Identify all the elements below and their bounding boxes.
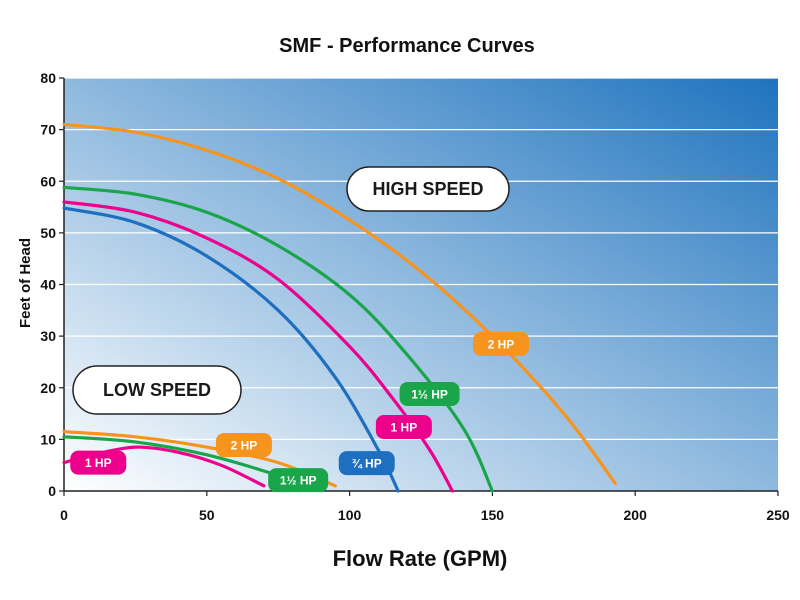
series-label-bg — [338, 451, 395, 476]
high-speed-annotation: HIGH SPEED — [346, 166, 510, 212]
high-speed-pill — [346, 166, 510, 212]
series-label-text: 1 HP — [391, 420, 418, 434]
low-speed-annotation: LOW SPEED — [72, 365, 242, 415]
curve-high-1-hp — [62, 185, 494, 493]
series-label-tag: 1 HP — [70, 450, 127, 475]
series-label-text: 1½ HP — [280, 474, 317, 488]
series-label-bg — [268, 468, 329, 493]
series-label-bg — [215, 433, 272, 458]
y-tick-label: 80 — [40, 70, 56, 86]
series-label-bg — [70, 450, 127, 475]
x-tick-label: 100 — [338, 507, 362, 523]
series-label-bg — [472, 331, 529, 356]
series-label-text: 2 HP — [488, 337, 515, 351]
axes: 0 10 20 30 40 50 60 70 80 0 50 100 150 200 250 — [40, 70, 789, 523]
y-tick-label: 10 — [40, 431, 56, 447]
y-tick-label: 70 — [40, 122, 56, 138]
y-tick-label: 20 — [40, 380, 56, 396]
series-label-text: ¾ HP — [352, 457, 382, 471]
x-axis-label: Flow Rate (GPM) — [333, 546, 508, 571]
x-tick-label: 50 — [199, 507, 215, 523]
series-label-text: 1½ HP — [411, 387, 448, 401]
curve-high--hp — [62, 206, 400, 493]
y-axis-label: Feet of Head — [17, 238, 34, 328]
series-label-tag: 1½ HP — [399, 381, 460, 406]
series-label-tag: 2 HP — [215, 433, 272, 458]
curve-low-2-hp — [62, 430, 337, 488]
x-tick-label: 0 — [60, 507, 68, 523]
series-labels: 2 HP 1½ HP 1 HP ¾ HP 2 HP 1½ HP 1 HP — [70, 331, 529, 493]
high-speed-text: HIGH SPEED — [372, 179, 483, 199]
series-label-tag: 1½ HP — [268, 468, 329, 493]
curve-high-2-hp — [62, 122, 617, 485]
series-label-tag: 1 HP — [375, 414, 432, 439]
y-tick-label: 50 — [40, 225, 56, 241]
series-label-bg — [375, 414, 432, 439]
series-label-bg — [399, 381, 460, 406]
series-label-tag: ¾ HP — [338, 451, 395, 476]
low-speed-text: LOW SPEED — [103, 380, 211, 400]
y-tick-label: 30 — [40, 328, 56, 344]
annotations: HIGH SPEED LOW SPEED — [72, 166, 510, 415]
series-label-text: 2 HP — [231, 439, 258, 453]
x-tick-label: 200 — [624, 507, 648, 523]
y-tick-label: 60 — [40, 173, 56, 189]
x-tick-label: 150 — [481, 507, 505, 523]
low-speed-pill — [72, 365, 242, 415]
series-label-text: 1 HP — [85, 456, 112, 470]
y-tick-label: 0 — [48, 483, 56, 499]
chart-title: SMF - Performance Curves — [279, 35, 535, 57]
x-tick-label: 250 — [766, 507, 790, 523]
y-tick-label: 40 — [40, 277, 56, 293]
series-label-tag: 2 HP — [472, 331, 529, 356]
